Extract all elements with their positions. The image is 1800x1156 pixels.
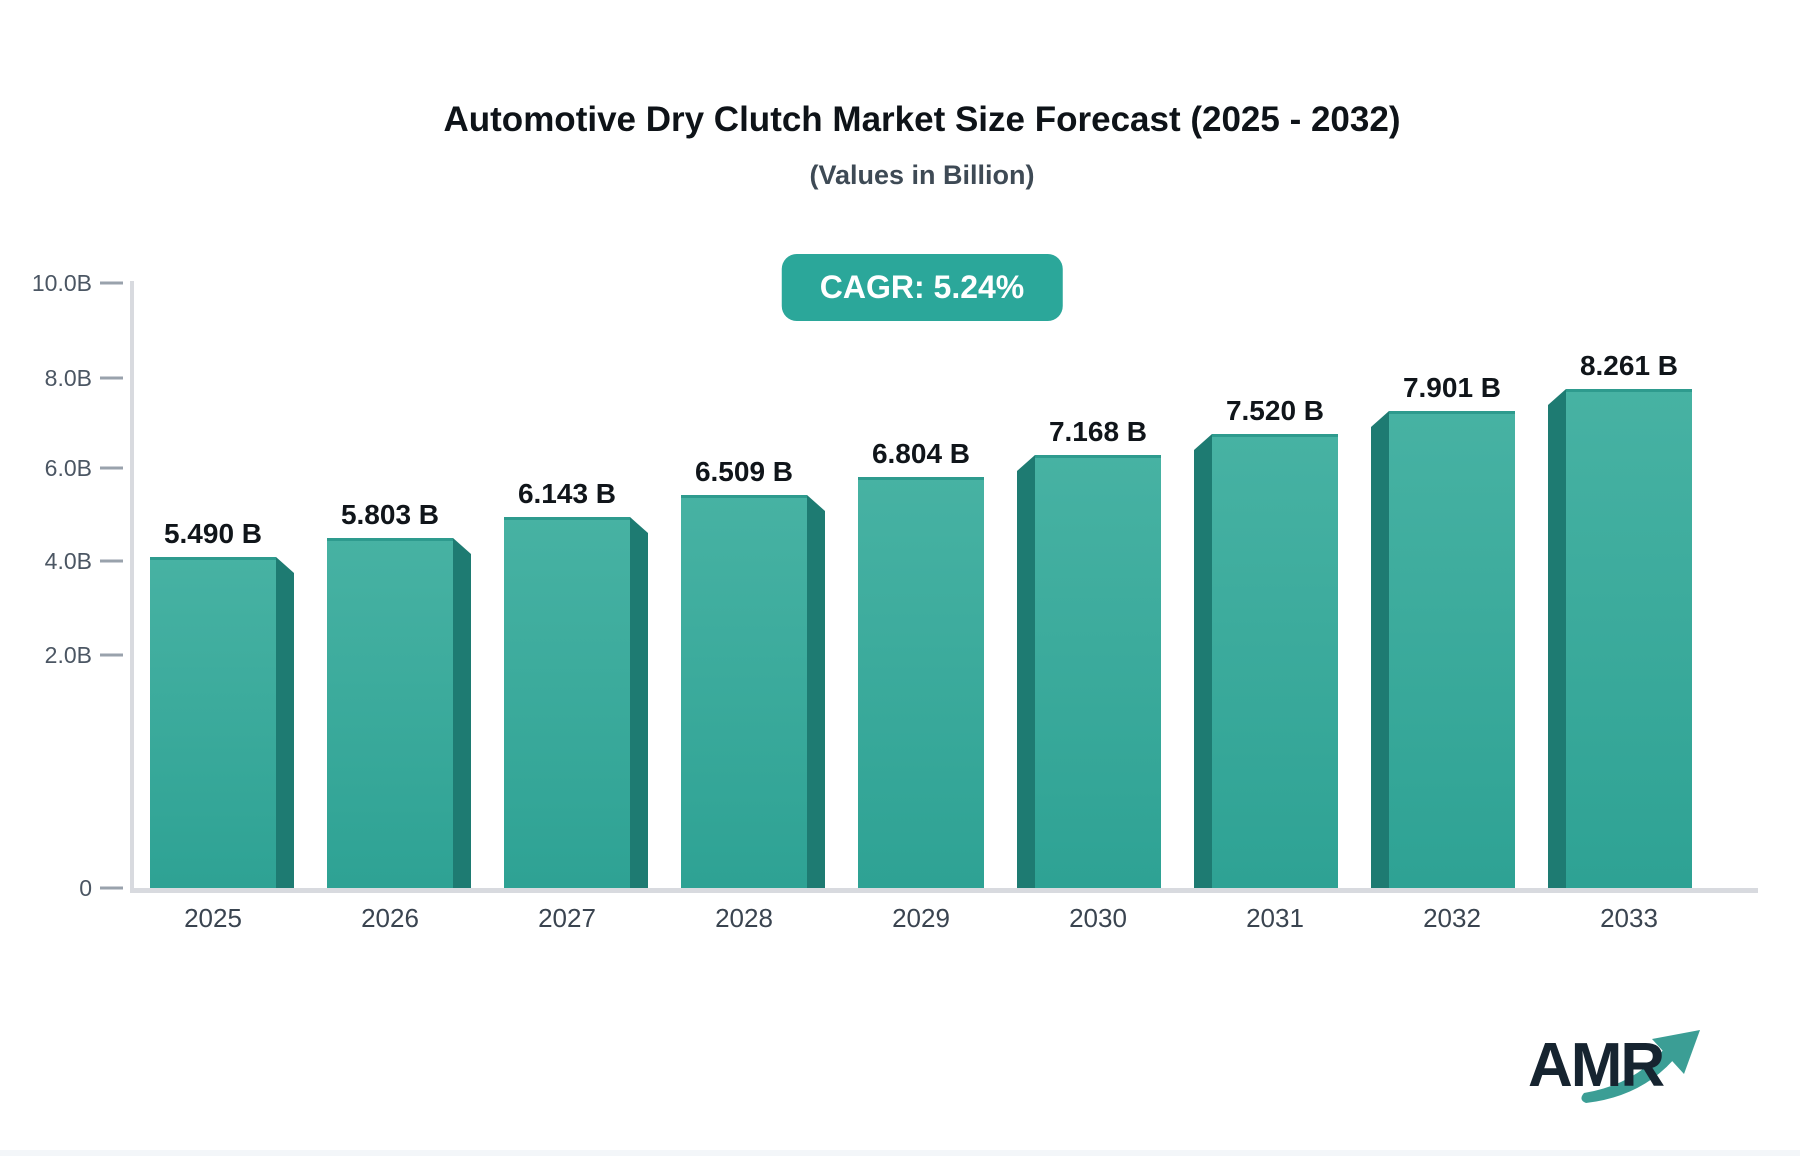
x-axis-label: 2028 xyxy=(715,903,773,933)
bar-top-edge xyxy=(504,517,630,520)
logo-growth-arrow-icon xyxy=(1581,1030,1700,1103)
bar-group-2030: 7.168 B 2030 xyxy=(1017,416,1161,933)
bar-top-edge xyxy=(327,538,453,541)
bar-group-2027: 6.143 B 2027 xyxy=(504,478,648,933)
y-axis-tick-label: 2.0B xyxy=(45,642,92,668)
x-axis-label: 2025 xyxy=(184,903,242,933)
bar-group-2029: 6.804 B 2029 xyxy=(858,438,984,933)
y-axis-tick-label: 10.0B xyxy=(32,270,92,296)
amr-logo: AMR xyxy=(1528,1030,1728,1140)
bar-side-face xyxy=(1371,411,1389,888)
bar-top-edge xyxy=(1212,434,1338,437)
chart-subtitle: (Values in Billion) xyxy=(809,160,1035,190)
bar-side-face xyxy=(1548,389,1566,888)
bar-group-2028: 6.509 B 2028 xyxy=(681,456,825,933)
amr-logo-text: AMR xyxy=(1528,1031,1665,1100)
y-axis-tick-label: 4.0B xyxy=(45,548,92,574)
bar-value-label: 5.490 B xyxy=(164,518,262,549)
bar-group-2032: 7.901 B 2032 xyxy=(1371,372,1515,933)
bar-value-label: 7.168 B xyxy=(1049,416,1147,447)
bar-value-label: 6.804 B xyxy=(872,438,970,469)
bar xyxy=(1035,455,1161,888)
x-axis-label: 2026 xyxy=(361,903,419,933)
bar-value-label: 6.143 B xyxy=(518,478,616,509)
bar xyxy=(681,495,807,888)
bar-side-face xyxy=(1017,455,1035,888)
bar xyxy=(150,557,276,888)
bar-value-label: 7.520 B xyxy=(1226,395,1324,426)
y-axis-line xyxy=(130,281,134,893)
bar xyxy=(1212,434,1338,888)
x-axis-label: 2029 xyxy=(892,903,950,933)
y-axis-tick-label: 8.0B xyxy=(45,365,92,391)
bar-top-edge xyxy=(1389,411,1515,414)
bar-side-face xyxy=(276,557,294,888)
bar-value-label: 6.509 B xyxy=(695,456,793,487)
bar-side-face xyxy=(807,495,825,888)
chart-title: Automotive Dry Clutch Market Size Foreca… xyxy=(443,100,1401,139)
bar-top-edge xyxy=(150,557,276,560)
bar xyxy=(1566,389,1692,888)
bar xyxy=(327,538,453,888)
bar xyxy=(504,517,630,888)
bar-top-edge xyxy=(1035,455,1161,458)
bar-group-2026: 5.803 B 2026 xyxy=(327,499,471,933)
x-axis-label: 2027 xyxy=(538,903,596,933)
bottom-edge-strip xyxy=(0,1150,1800,1156)
x-axis-line xyxy=(130,888,1758,893)
bar-group-2031: 7.520 B 2031 xyxy=(1194,395,1338,933)
bar-value-label: 5.803 B xyxy=(341,499,439,530)
y-axis-tick-label: 0 xyxy=(79,875,92,901)
y-axis-tick-label: 6.0B xyxy=(45,455,92,481)
bar-group-2033: 8.261 B 2033 xyxy=(1548,350,1692,933)
bar-side-face xyxy=(453,538,471,888)
bar-value-label: 7.901 B xyxy=(1403,372,1501,403)
x-axis-label: 2030 xyxy=(1069,903,1127,933)
x-axis-label: 2033 xyxy=(1600,903,1658,933)
x-axis-label: 2031 xyxy=(1246,903,1304,933)
bar-side-face xyxy=(1194,434,1212,888)
bar-top-edge xyxy=(681,495,807,498)
bar-side-face xyxy=(630,517,648,888)
bar xyxy=(858,477,984,888)
bar-value-label: 8.261 B xyxy=(1580,350,1678,381)
x-axis-label: 2032 xyxy=(1423,903,1481,933)
bar xyxy=(1389,411,1515,888)
bar-group-2025: 5.490 B 2025 xyxy=(150,518,294,933)
bar-top-edge xyxy=(1566,389,1692,392)
cagr-badge: CAGR: 5.24% xyxy=(781,254,1063,321)
bar-top-edge xyxy=(858,477,984,480)
